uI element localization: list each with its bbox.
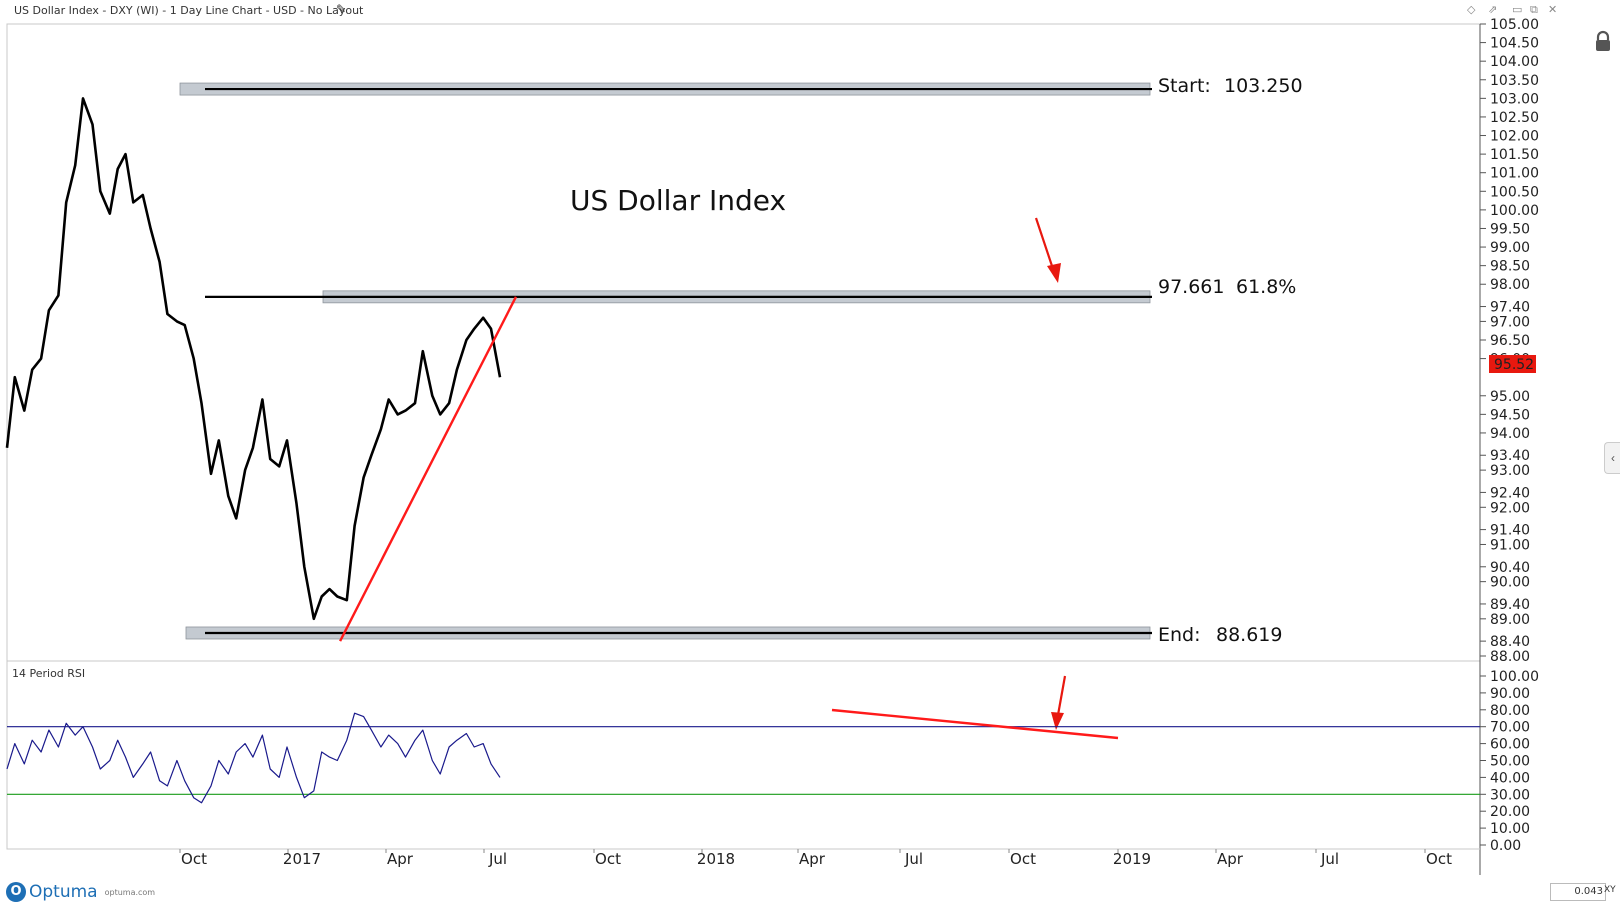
x-tick-label: Apr [1217,850,1244,868]
rsi-panel-label: 14 Period RSI [12,667,85,680]
fib-percent: 61.8% [1236,276,1296,298]
y-tick-label: 99.00 [1490,240,1530,256]
rsi-y-tick-label: 20.00 [1490,804,1530,820]
y-tick-label: 88.40 [1490,634,1530,650]
y-tick-label: 90.40 [1490,560,1530,576]
x-tick-label: 2019 [1113,850,1151,868]
y-tick-label: 105.00 [1490,17,1539,33]
close-icon[interactable]: ✕ [1548,3,1558,16]
x-tick-label: Jul [904,850,923,868]
rsi-arrow-annotation[interactable] [1051,675,1067,730]
y-tick-label: 100.50 [1490,184,1539,200]
pencil-icon[interactable]: ✎ [336,2,347,16]
x-tick-label: Jul [488,850,507,868]
rsi-panel-frame [6,660,1481,850]
price-y-axis: 105.00 104.50 104.00 103.50 103.00 102.50 102.… [1480,17,1539,665]
rsi-y-tick-label: 100.00 [1490,669,1539,685]
y-tick-label: 99.50 [1490,221,1530,237]
restore-window-icon[interactable]: ⧉ [1530,3,1538,16]
x-tick-label: Jul [1320,850,1339,868]
y-tick-label: 89.40 [1490,597,1530,613]
rsi-y-axis: 100.0090.0080.0070.0060.0050.0040.0030.0… [1480,669,1539,854]
brand: O Optuma optuma.com [6,881,155,903]
chevron-left-icon[interactable]: ‹ [1604,442,1620,474]
x-tick-label: Apr [387,850,414,868]
y-tick-label: 101.00 [1490,166,1539,182]
rsi-y-tick-label: 80.00 [1490,703,1530,719]
brand-url: optuma.com [104,887,156,897]
y-tick-label: 102.50 [1490,110,1539,126]
y-tick-label: 92.00 [1490,500,1530,516]
title-bar: US Dollar Index - DXY (WI) - 1 Day Line … [0,0,1620,24]
x-tick-label: Oct [181,850,207,868]
x-tick-label: Oct [595,850,621,868]
rsi-divergence-trendline[interactable] [831,708,1119,740]
y-tick-label: 92.40 [1490,485,1530,501]
last-value-badge [1489,355,1536,373]
pin-icon[interactable]: ⇗ [1488,3,1498,16]
y-tick-label: 88.00 [1490,649,1530,665]
rsi-y-tick-label: 40.00 [1490,770,1530,786]
rsi-y-tick-label: 0.00 [1490,838,1521,854]
y-tick-label: 91.00 [1490,537,1530,553]
price-line [5,97,502,621]
x-tick-label: 2018 [697,850,735,868]
level-bands [179,82,1152,640]
y-tick-label: 90.00 [1490,575,1530,591]
price-panel-frame [6,23,1481,662]
start-label: Start: [1158,75,1211,97]
y-tick-label: 98.00 [1490,277,1530,293]
rsi-line [6,712,501,804]
y-tick-label: 103.50 [1490,73,1539,89]
x-tick-label: Oct [1426,850,1452,868]
y-tick-label: 93.40 [1490,448,1530,464]
y-tick-label: 94.00 [1490,426,1530,442]
rsi-y-tick-label: 50.00 [1490,754,1530,770]
end-label: End: [1158,624,1201,646]
y-tick-label: 95.00 [1490,389,1530,405]
y-tick-label: 94.50 [1490,407,1530,423]
window-title: US Dollar Index - DXY (WI) - 1 Day Line … [14,4,364,17]
y-tick-label: 96.50 [1490,333,1530,349]
start-value: 103.250 [1224,75,1303,97]
rsi-y-tick-label: 30.00 [1490,787,1530,803]
x-axis: Oct 2017 Apr Jul Oct 2018 Apr Jul Oct 2019 Apr Jul O… [179,849,1452,868]
end-value: 88.619 [1216,624,1282,646]
restore-icon[interactable]: ▭ [1512,3,1523,16]
rsi-y-tick-label: 90.00 [1490,686,1530,702]
x-tick-label: 2017 [283,850,321,868]
zoom-input[interactable]: 0.043 [1550,883,1606,901]
y-tick-label: 104.50 [1490,36,1539,52]
y-tick-label: 104.00 [1490,54,1539,70]
lock-icon[interactable] [1592,30,1614,52]
brand-name: Optuma [29,882,98,902]
y-tick-label: 98.50 [1490,259,1530,275]
chart-title: US Dollar Index [570,184,786,217]
fib-value: 97.661 [1158,276,1224,298]
diamond-icon[interactable]: ◇ [1467,3,1476,16]
xy-toggle[interactable]: XY [1604,885,1616,895]
y-tick-label: 100.00 [1490,203,1539,219]
rsi-y-tick-label: 70.00 [1490,720,1530,736]
y-tick-label: 91.40 [1490,523,1530,539]
x-tick-label: Oct [1010,850,1036,868]
y-tick-label: 89.00 [1490,612,1530,628]
optuma-logo-icon: O [6,882,26,902]
y-tick-label: 102.00 [1490,129,1539,145]
rsi-y-tick-label: 10.00 [1490,821,1530,837]
y-tick-label: 101.50 [1490,147,1539,163]
y-tick-label: 93.00 [1490,463,1530,479]
x-tick-label: Apr [799,850,826,868]
support-trendline[interactable] [339,296,518,642]
y-tick-label: 97.00 [1490,314,1530,330]
price-arrow-annotation[interactable] [1034,217,1061,283]
rsi-y-tick-label: 60.00 [1490,737,1530,753]
last-value-text: 95.52 [1494,357,1534,373]
y-tick-label: 103.00 [1490,91,1539,107]
y-tick-label: 97.40 [1490,300,1530,316]
